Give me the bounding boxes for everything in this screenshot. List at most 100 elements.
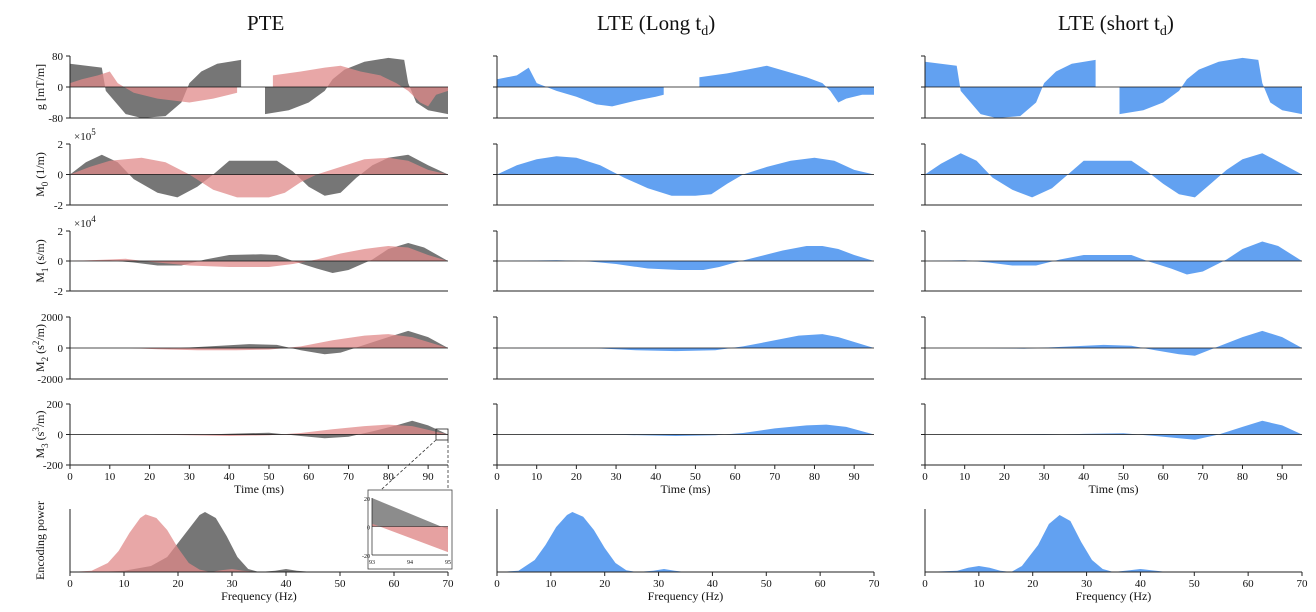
x-tick-label: 10 (104, 471, 116, 483)
y-tick-label: -80 (48, 113, 63, 125)
x-tick-label: 70 (443, 578, 455, 590)
panel-M0-col3 (921, 143, 1302, 206)
area-lte_long-M1 (497, 246, 874, 270)
panel-M2-col2 (493, 316, 874, 380)
x-axis-label: Time (ms) (661, 482, 711, 496)
panel-M3-col2: 0 10 20 30 40 50 60 70 80 90 Time (ms) (493, 403, 874, 496)
x-tick-label: 0 (922, 578, 928, 590)
panel-power-col3: 0 10 20 30 40 50 60 70 Frequency (Hz) (922, 509, 1308, 603)
y-tick-label: 0 (58, 170, 64, 182)
y-tick-label: -2 (54, 200, 63, 212)
x-tick-label: 20 (599, 578, 611, 590)
panel-g-col2 (493, 55, 874, 119)
area-pte_gray-M1 (70, 243, 448, 273)
column-title-2: LTE (Long td) (597, 11, 715, 39)
x-tick-label: 0 (494, 578, 500, 590)
x-tick-label: 0 (67, 471, 73, 483)
y-multiplier: ×105 (74, 127, 96, 143)
x-tick-label: 90 (849, 471, 861, 483)
y-tick-label: 2 (58, 139, 64, 151)
x-tick-label: 60 (389, 578, 401, 590)
x-tick-label: 60 (815, 578, 827, 590)
area-pte_red-M1 (70, 246, 448, 267)
panel-g-col1: 80 0 -80 (48, 51, 448, 125)
x-tick-label: 40 (224, 471, 236, 483)
x-tick-label: 80 (809, 471, 821, 483)
y-tick-label: -2000 (37, 374, 63, 386)
y-tick-label: 0 (58, 82, 64, 94)
panel-M0-col2 (493, 143, 874, 206)
x-tick-label: 60 (1158, 471, 1170, 483)
x-tick-label: 0 (494, 471, 500, 483)
y-tick-label: 0 (58, 343, 64, 355)
panel-g-col3 (921, 55, 1302, 119)
area-lte_short-g (925, 57, 1302, 118)
inset-y-tick: 0 (367, 526, 370, 532)
panel-M2-col1: 2000 0 -2000 (37, 312, 448, 386)
inset-x-tick: 94 (407, 560, 413, 566)
area-pte_gray-M3 (70, 420, 448, 439)
area-lte_long-M0 (497, 156, 874, 196)
x-axis-label: Time (ms) (234, 482, 284, 496)
area-lte_short-M1 (925, 241, 1302, 275)
x-tick-label: 10 (119, 578, 131, 590)
x-tick-label: 80 (1237, 471, 1249, 483)
panel-power-col2: 0 10 20 30 40 50 60 70 Frequency (Hz) (494, 509, 880, 603)
x-tick-label: 70 (1297, 578, 1309, 590)
y-axis-label-M1: M1 (s/m) (33, 239, 50, 283)
inset-area-pte_gray (372, 498, 448, 530)
x-tick-label: 50 (690, 471, 702, 483)
x-tick-label: 50 (761, 578, 773, 590)
y-axis-label-g: g [mT/m] (33, 64, 47, 110)
area-lte_long-M2 (497, 334, 874, 352)
y-tick-label: 80 (52, 51, 64, 63)
area-pte_red-g (70, 65, 448, 107)
x-tick-label: 70 (869, 578, 881, 590)
x-axis-label: Time (ms) (1089, 482, 1139, 496)
panel-power-col1: 0 10 20 30 40 50 60 70 Frequency (Hz) (67, 509, 454, 603)
area-lte_short-M3 (925, 420, 1302, 440)
inset-y-tick: -20 (362, 554, 370, 560)
area-lte_short-M0 (925, 153, 1302, 198)
x-axis-label: Frequency (Hz) (1076, 589, 1152, 603)
panel-M1-col1: 2 0 -2 ×104 (54, 214, 448, 298)
x-tick-label: 70 (343, 471, 355, 483)
area-pte_red-M3 (70, 424, 448, 436)
y-axis-label-M2: M2 (s2/m) (31, 324, 50, 372)
panel-M1-col3 (921, 230, 1302, 292)
area-lte_short-power (925, 515, 1302, 572)
area-lte_long-g (497, 65, 874, 107)
area-lte_long-M3 (497, 424, 874, 436)
y-tick-label: 2 (58, 226, 64, 238)
x-tick-label: 10 (973, 578, 985, 590)
panel-M2-col3 (921, 316, 1302, 380)
x-tick-label: 70 (769, 471, 781, 483)
y-tick-label: 2000 (41, 312, 64, 324)
x-tick-label: 20 (571, 471, 583, 483)
x-tick-label: 30 (1039, 471, 1051, 483)
x-tick-label: 90 (423, 471, 435, 483)
zoom-box (435, 428, 449, 441)
x-tick-label: 40 (1078, 471, 1090, 483)
x-tick-label: 10 (531, 471, 543, 483)
x-tick-label: 70 (1197, 471, 1209, 483)
x-tick-label: 50 (335, 578, 347, 590)
area-lte_long-power (497, 512, 874, 572)
x-tick-label: 0 (922, 471, 928, 483)
x-tick-label: 90 (1277, 471, 1289, 483)
x-tick-label: 80 (383, 471, 395, 483)
y-tick-label: 0 (58, 256, 64, 268)
x-tick-label: 60 (1243, 578, 1255, 590)
x-tick-label: 40 (281, 578, 293, 590)
inset-x-tick: 95 (445, 560, 451, 566)
x-tick-label: 30 (653, 578, 665, 590)
column-title-1: PTE (247, 11, 284, 35)
x-axis-label: Frequency (Hz) (221, 589, 297, 603)
x-axis-label: Frequency (Hz) (648, 589, 724, 603)
y-axis-label-M0: M0 (1/m) (33, 152, 50, 197)
x-tick-label: 40 (1135, 578, 1147, 590)
x-tick-label: 20 (173, 578, 185, 590)
panel-M3-col3: 0 10 20 30 40 50 60 70 80 90 Time (ms) (921, 403, 1302, 496)
x-tick-label: 60 (730, 471, 742, 483)
